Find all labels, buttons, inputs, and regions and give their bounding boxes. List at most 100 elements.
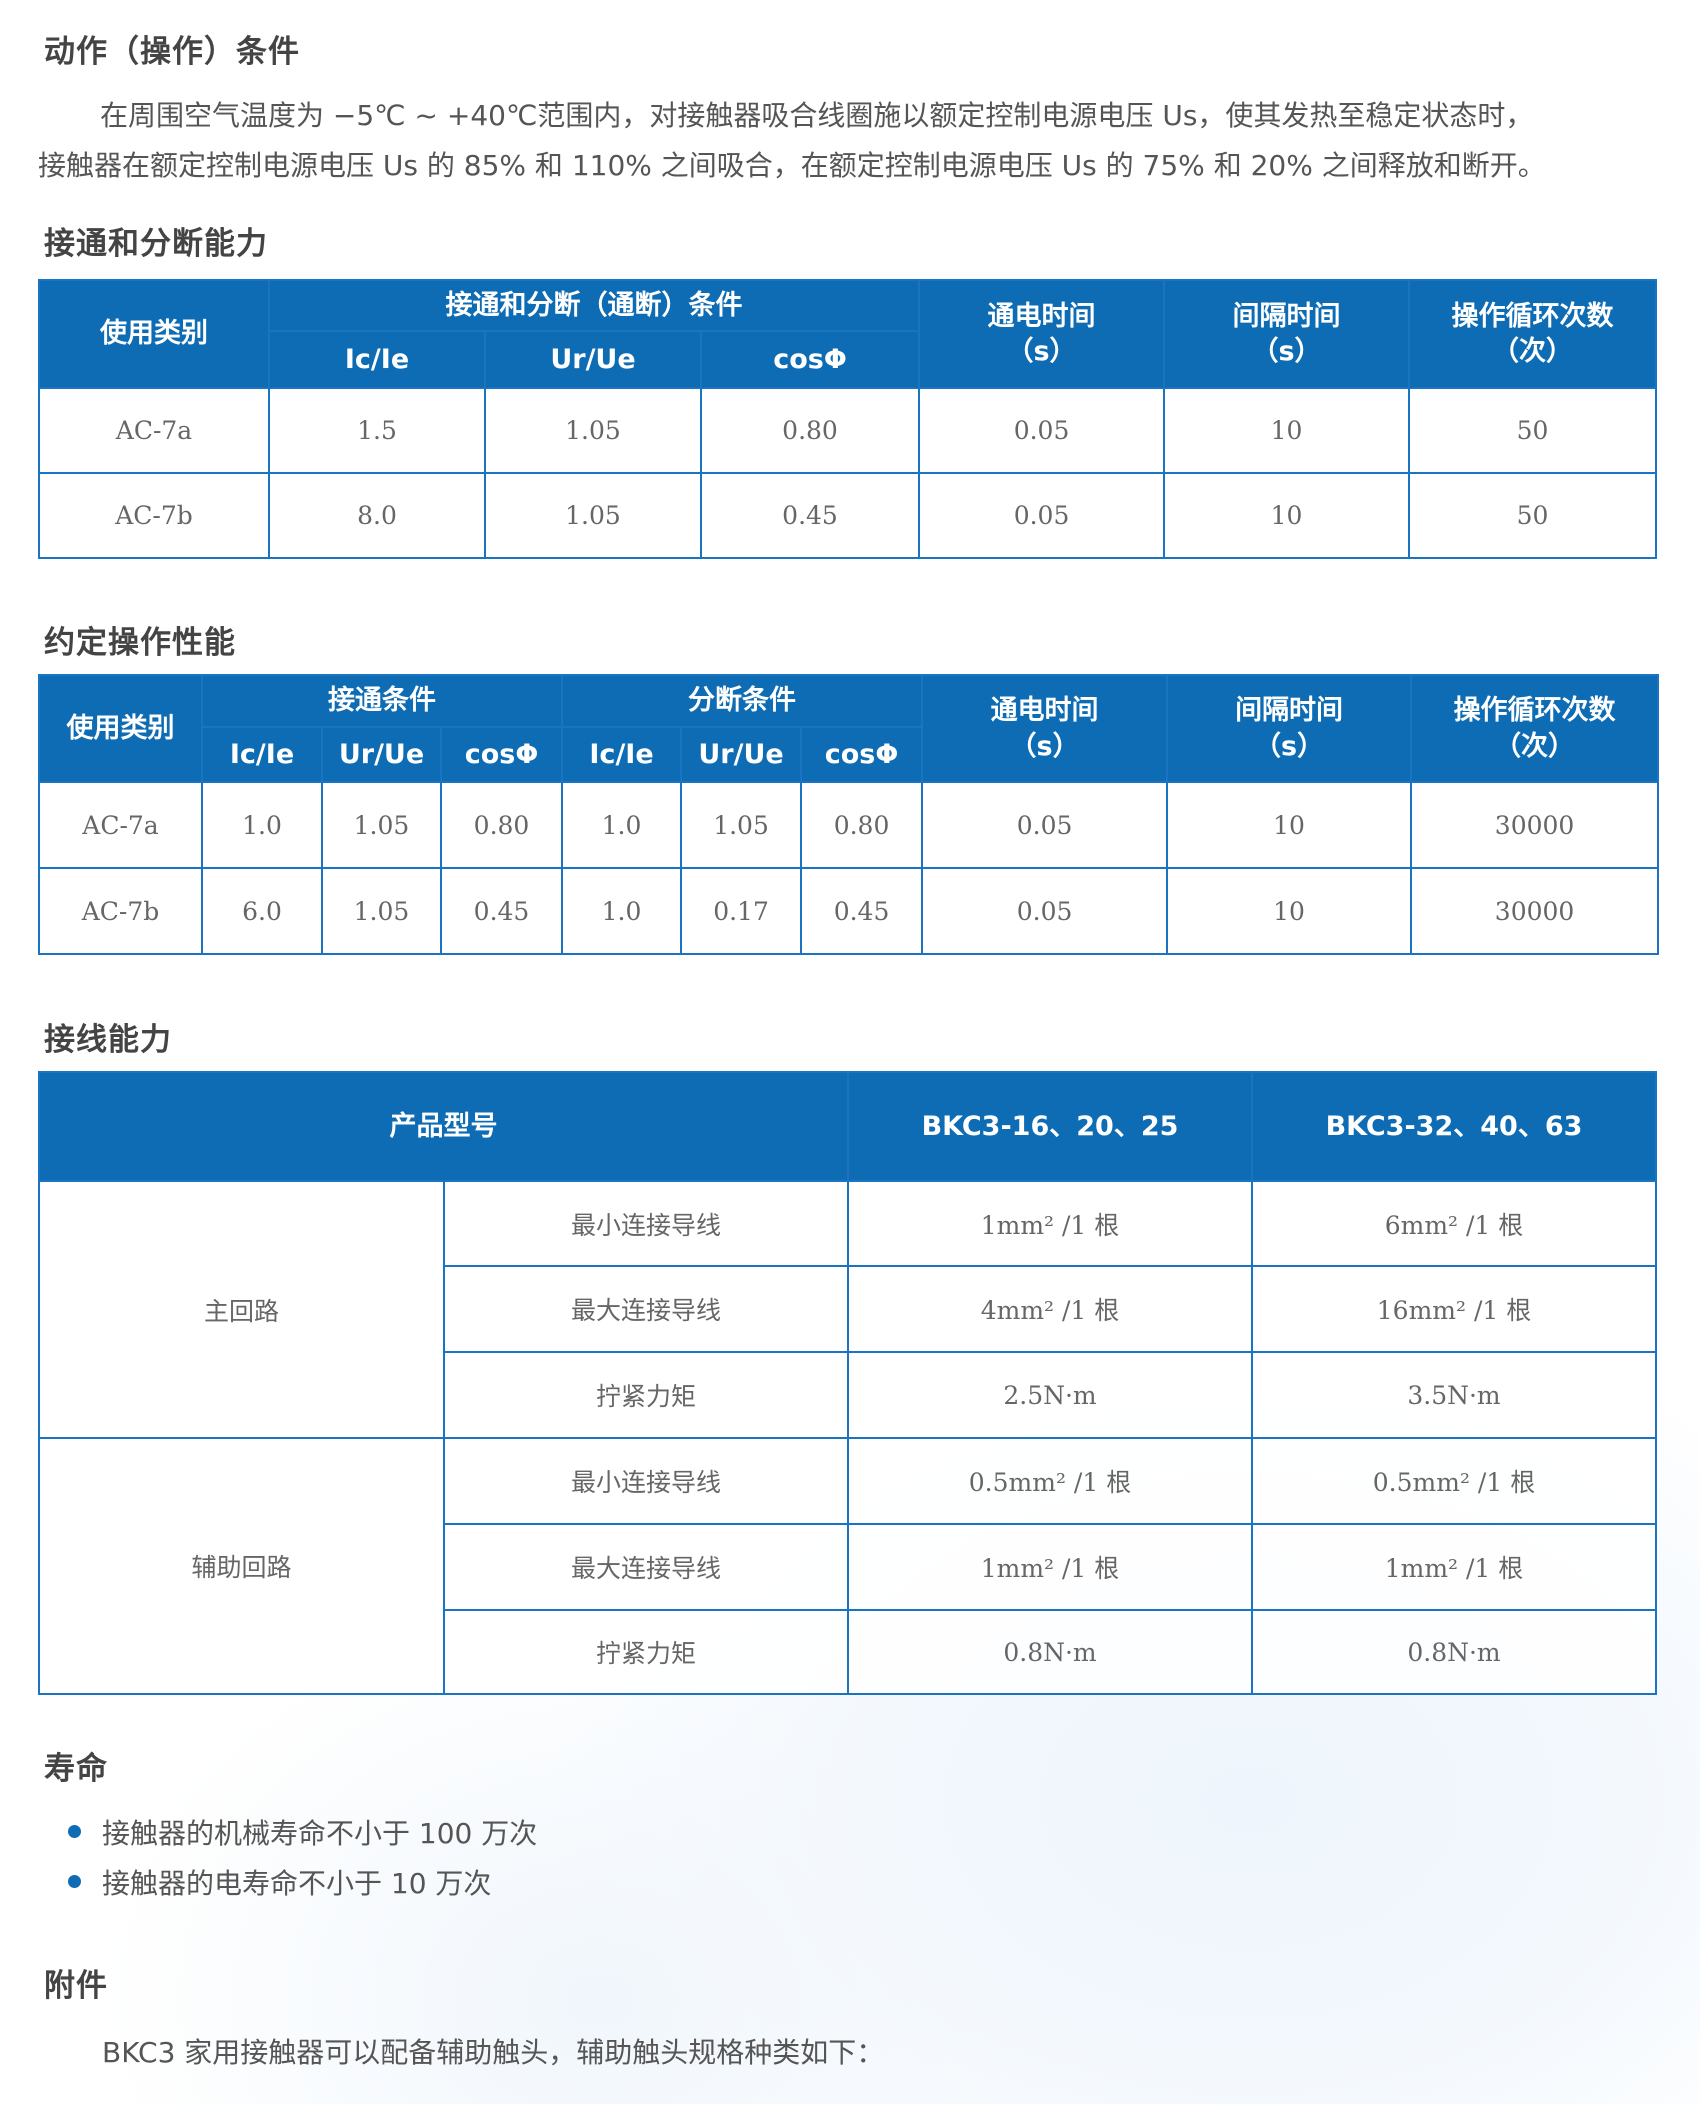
cell: 拧紧力矩 — [443, 1609, 849, 1695]
cell: 0.17 — [680, 867, 803, 955]
cell: 最大连接导线 — [443, 1523, 849, 1611]
cell: 0.05 — [918, 387, 1166, 474]
cell: 1.0 — [201, 781, 323, 869]
cell: 6mm² /1 根 — [1251, 1180, 1657, 1267]
cell: 10 — [1163, 387, 1411, 474]
cell: 拧紧力矩 — [443, 1351, 849, 1439]
cell: 50 — [1408, 387, 1658, 474]
header-break: 分断条件 — [561, 674, 924, 728]
cell: 16mm² /1 根 — [1251, 1265, 1657, 1353]
table-row: 主回路 最小连接导线 1mm² /1 根 6mm² /1 根 — [38, 1180, 1657, 1439]
wiring-capacity-table: 产品型号 BKC3-16、20、25 BKC3-32、40、63 主回路 最小连… — [38, 1071, 1657, 1695]
table-row: 最大连接导线 4mm² /1 根 16mm² /1 根 — [39, 1265, 1657, 1353]
cell: 最小连接导线 — [443, 1180, 849, 1267]
cell: 0.45 — [699, 472, 921, 559]
header-on-time: 通电时间 （s） — [921, 674, 1169, 783]
cell: AC-7a — [38, 781, 203, 869]
header-ur-ue: Ur/Ue — [484, 330, 702, 389]
header-cos: cosΦ — [699, 330, 921, 389]
cell: 1.05 — [484, 472, 702, 559]
header-cos: cosΦ — [439, 726, 564, 783]
cell: 1.0 — [561, 781, 683, 869]
cell: 0.45 — [800, 867, 924, 955]
table-row: AC-7b 8.0 1.05 0.45 0.05 10 50 — [38, 472, 1658, 559]
header-cycles: 操作循环次数 （次） — [1410, 674, 1660, 783]
cell: 1mm² /1 根 — [847, 1180, 1253, 1267]
section-title-accessories: 附件 — [44, 1968, 108, 2004]
cell: 0.8N·m — [847, 1609, 1253, 1695]
table-row: 拧紧力矩 0.8N·m 0.8N·m — [39, 1609, 1657, 1695]
header-model: 产品型号 — [38, 1071, 849, 1182]
header-ic-ie: Ic/Ie — [201, 726, 323, 783]
cell: 0.05 — [921, 781, 1169, 869]
header-ic-ie: Ic/Ie — [561, 726, 683, 783]
operation-text-line-2: 接触器在额定控制电源电压 Us 的 85% 和 110% 之间吸合，在额定控制电… — [38, 149, 1546, 182]
cell: 1.05 — [680, 781, 803, 869]
cell: 最大连接导线 — [443, 1265, 849, 1353]
cell: 1.05 — [321, 867, 442, 955]
table-row: 最大连接导线 1mm² /1 根 1mm² /1 根 — [39, 1523, 1657, 1611]
cell: 0.80 — [439, 781, 564, 869]
header-category: 使用类别 — [38, 279, 270, 389]
header-interval: 间隔时间 （s） — [1166, 674, 1413, 783]
cell: 0.05 — [921, 867, 1169, 955]
cell: 30000 — [1410, 867, 1660, 955]
cell: 最小连接导线 — [443, 1437, 849, 1525]
table-row: 辅助回路 最小连接导线 0.5mm² /1 根 0.5mm² /1 根 — [38, 1437, 1657, 1695]
header-category: 使用类别 — [38, 674, 203, 783]
cell: 0.05 — [918, 472, 1166, 559]
table-row: 拧紧力矩 2.5N·m 3.5N·m — [39, 1351, 1657, 1439]
cell: 10 — [1163, 472, 1411, 559]
cell: 30000 — [1410, 781, 1660, 869]
section-title-making: 接通和分断能力 — [44, 226, 268, 262]
header-cos: cosΦ — [800, 726, 924, 783]
table-row: AC-7a 1.5 1.05 0.80 0.05 10 50 — [38, 387, 1658, 474]
operation-text-line-1: 在周围空气温度为 −5℃ ~ +40℃范围内，对接触器吸合线圈施以额定控制电源电… — [100, 99, 1534, 132]
bullet-icon — [68, 1825, 81, 1838]
life-item: 接触器的电寿命不小于 10 万次 — [102, 1867, 492, 1900]
section-title-wiring: 接线能力 — [44, 1022, 172, 1058]
cell: 3.5N·m — [1251, 1351, 1657, 1439]
cell: 10 — [1166, 781, 1413, 869]
cell: 8.0 — [268, 472, 486, 559]
section-title-conventional: 约定操作性能 — [44, 625, 236, 661]
cell: 0.5mm² /1 根 — [1251, 1437, 1657, 1525]
cell: AC-7b — [38, 472, 270, 559]
cell: 1.0 — [561, 867, 683, 955]
header-ur-ue: Ur/Ue — [680, 726, 803, 783]
header-ur-ue: Ur/Ue — [321, 726, 442, 783]
cell: 0.80 — [699, 387, 921, 474]
cell: 6.0 — [201, 867, 323, 955]
cell: 10 — [1166, 867, 1413, 955]
cell: 4mm² /1 根 — [847, 1265, 1253, 1353]
cell: 1mm² /1 根 — [1251, 1523, 1657, 1611]
header-interval: 间隔时间 （s） — [1163, 279, 1411, 389]
header-on-time: 通电时间 （s） — [918, 279, 1166, 389]
cell: 0.80 — [800, 781, 924, 869]
header-make: 接通条件 — [200, 674, 564, 728]
header-ic-ie: Ic/Ie — [268, 330, 486, 389]
life-item: 接触器的机械寿命不小于 100 万次 — [102, 1817, 538, 1850]
header-model-2: BKC3-32、40、63 — [1251, 1071, 1657, 1182]
cell: 0.5mm² /1 根 — [847, 1437, 1253, 1525]
accessories-text: BKC3 家用接触器可以配备辅助触头，辅助触头规格种类如下： — [102, 2036, 885, 2069]
bullet-icon — [68, 1875, 81, 1888]
conventional-performance-table: 使用类别 接通条件 分断条件 通电时间 （s） 间隔时间 （s） 操作循环次数 （次）… — [38, 674, 1660, 955]
cell: 0.8N·m — [1251, 1609, 1657, 1695]
cell: 0.45 — [439, 867, 564, 955]
section-title-life: 寿命 — [44, 1751, 108, 1787]
cell: 2.5N·m — [847, 1351, 1253, 1439]
cell: 1mm² /1 根 — [847, 1523, 1253, 1611]
cell: 50 — [1408, 472, 1658, 559]
cell: AC-7a — [38, 387, 270, 474]
section-title-operation: 动作（操作）条件 — [44, 34, 300, 70]
header-model-1: BKC3-16、20、25 — [847, 1071, 1253, 1182]
group-auxiliary-circuit: 辅助回路 — [38, 1437, 445, 1695]
cell: 1.05 — [321, 781, 442, 869]
table-row: AC-7a 1.0 1.05 0.80 1.0 1.05 0.80 0.05 10 30000 — [38, 781, 1660, 869]
group-main-circuit: 主回路 — [38, 1180, 445, 1439]
cell: AC-7b — [38, 867, 203, 955]
cell: 1.05 — [484, 387, 702, 474]
cell: 1.5 — [268, 387, 486, 474]
header-conditions: 接通和分断（通断）条件 — [267, 279, 921, 332]
